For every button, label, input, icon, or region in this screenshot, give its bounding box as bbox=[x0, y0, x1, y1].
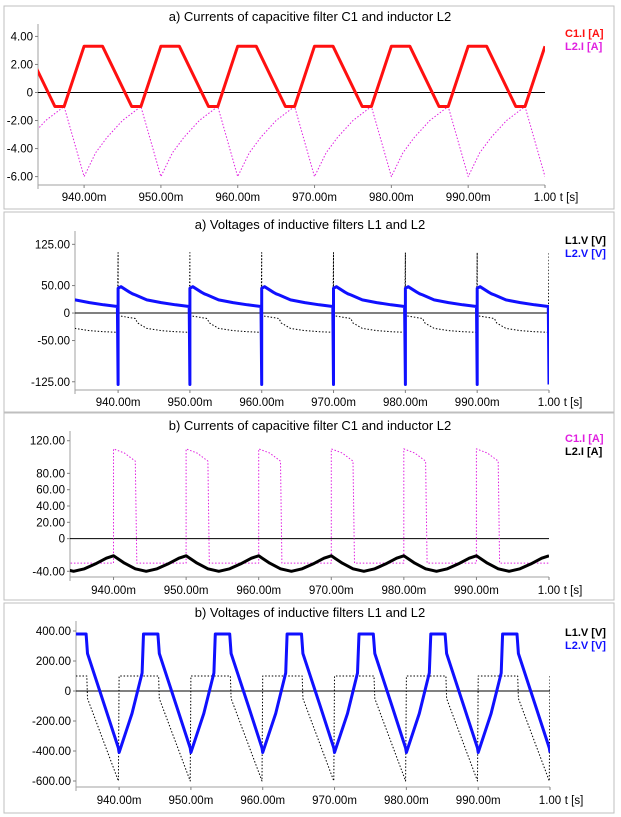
x-tick-label: 940.00m bbox=[62, 192, 107, 204]
x-tick-label: 960.00m bbox=[240, 795, 285, 807]
x-tick-label: 940.00m bbox=[97, 795, 142, 807]
x-tick-label: 1.00 bbox=[538, 397, 560, 409]
y-tick-label: 0 bbox=[65, 686, 71, 698]
y-tick-label: 80.00 bbox=[36, 468, 65, 480]
panel-frame bbox=[3, 5, 615, 210]
chart-a-voltages: a) Voltages of inductive filters L1 and … bbox=[3, 211, 615, 413]
y-tick-label: 400.00 bbox=[36, 626, 71, 638]
chart-b-voltages: b) Voltages of inductive filters L1 and … bbox=[3, 602, 615, 814]
y-tick-label: -200.00 bbox=[32, 716, 71, 728]
y-tick-label: 50.00 bbox=[41, 281, 70, 293]
series-line-1 bbox=[75, 285, 549, 386]
x-tick-label: 970.00m bbox=[312, 795, 357, 807]
y-tick-label: 0 bbox=[27, 87, 33, 99]
series-line-1 bbox=[70, 554, 549, 573]
chart-a-currents: a) Currents of capacitive filter C1 and … bbox=[3, 5, 615, 210]
y-tick-label: -6.00 bbox=[7, 172, 33, 184]
x-tick-label: 960.00m bbox=[239, 397, 284, 409]
x-tick-label: 980.00m bbox=[384, 795, 429, 807]
x-tick-label: 970.00m bbox=[309, 585, 354, 597]
series-line-1 bbox=[76, 632, 550, 754]
series-line-0 bbox=[38, 44, 545, 108]
panel-frame bbox=[3, 412, 615, 601]
x-axis-label: t [s] bbox=[564, 585, 583, 597]
x-tick-label: 1.00 bbox=[538, 585, 560, 597]
y-tick-label: 120.00 bbox=[30, 436, 65, 448]
y-tick-label: -2.00 bbox=[7, 116, 33, 128]
legend-entry: C1.I [A] bbox=[565, 433, 604, 445]
y-tick-label: 4.00 bbox=[11, 31, 33, 43]
legend-entry: L2.I [A] bbox=[565, 446, 603, 458]
y-tick-label: 200.00 bbox=[36, 656, 71, 668]
chart-title: a) Voltages of inductive filters L1 and … bbox=[195, 217, 426, 232]
x-tick-label: 1.00 bbox=[539, 795, 561, 807]
y-tick-label: -4.00 bbox=[7, 144, 33, 156]
chart-title: b) Voltages of inductive filters L1 and … bbox=[195, 605, 426, 620]
legend-entry: L2.I [A] bbox=[565, 41, 603, 53]
y-tick-label: -40.00 bbox=[32, 566, 65, 578]
y-tick-label: 125.00 bbox=[35, 239, 70, 251]
panel-frame bbox=[3, 602, 615, 814]
legend-entry: L1.V [V] bbox=[565, 627, 606, 639]
x-tick-label: 950.00m bbox=[168, 397, 213, 409]
x-tick-label: 970.00m bbox=[292, 192, 337, 204]
x-tick-label: 980.00m bbox=[369, 192, 414, 204]
series-line-0 bbox=[76, 675, 550, 782]
series-line-0 bbox=[75, 252, 549, 333]
series-line-1 bbox=[38, 106, 545, 178]
legend-entry: L2.V [V] bbox=[565, 248, 606, 260]
series-line-0 bbox=[70, 448, 549, 564]
y-tick-label: -400.00 bbox=[32, 746, 71, 758]
legend-entry: C1.I [A] bbox=[565, 28, 604, 40]
x-tick-label: 950.00m bbox=[164, 585, 209, 597]
chart-b-currents: b) Currents of capacitive filter C1 and … bbox=[3, 412, 615, 601]
x-tick-label: 960.00m bbox=[236, 585, 281, 597]
y-tick-label: 2.00 bbox=[11, 59, 33, 71]
y-tick-label: 20.00 bbox=[36, 517, 65, 529]
x-tick-label: 990.00m bbox=[446, 192, 491, 204]
x-tick-label: 980.00m bbox=[383, 397, 428, 409]
y-tick-label: 0 bbox=[59, 534, 65, 546]
legend-entry: L1.V [V] bbox=[565, 235, 606, 247]
y-tick-label: 60.00 bbox=[36, 485, 65, 497]
x-tick-label: 950.00m bbox=[169, 795, 214, 807]
x-axis-label: t [s] bbox=[560, 192, 579, 204]
x-tick-label: 940.00m bbox=[96, 397, 141, 409]
x-tick-label: 990.00m bbox=[455, 397, 500, 409]
y-tick-label: -50.00 bbox=[37, 336, 70, 348]
legend-entry: L2.V [V] bbox=[565, 640, 606, 652]
chart-title: a) Currents of capacitive filter C1 and … bbox=[169, 9, 452, 24]
x-tick-label: 940.00m bbox=[91, 585, 136, 597]
x-tick-label: 980.00m bbox=[381, 585, 426, 597]
chart-title: b) Currents of capacitive filter C1 and … bbox=[169, 418, 452, 433]
x-tick-label: 1.00 bbox=[534, 192, 556, 204]
y-tick-label: -125.00 bbox=[31, 377, 70, 389]
y-tick-label: -600.00 bbox=[32, 776, 71, 788]
x-tick-label: 990.00m bbox=[456, 795, 501, 807]
x-axis-label: t [s] bbox=[564, 397, 583, 409]
x-tick-label: 950.00m bbox=[139, 192, 184, 204]
y-tick-label: 0 bbox=[64, 308, 70, 320]
x-axis-label: t [s] bbox=[565, 795, 584, 807]
x-tick-label: 970.00m bbox=[311, 397, 356, 409]
x-tick-label: 960.00m bbox=[215, 192, 260, 204]
y-tick-label: 40.00 bbox=[36, 501, 65, 513]
x-tick-label: 990.00m bbox=[454, 585, 499, 597]
panel-frame bbox=[3, 211, 615, 413]
